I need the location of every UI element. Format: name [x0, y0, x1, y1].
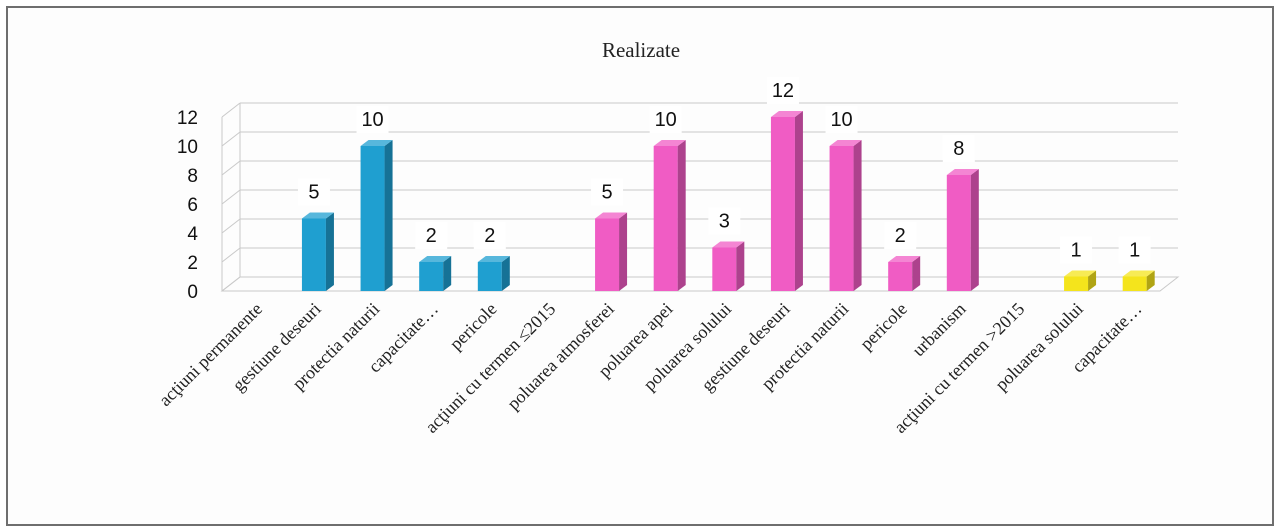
bar-side — [853, 140, 862, 291]
gridline-side — [221, 160, 241, 176]
x-tick-label: acţiuni permanente — [155, 299, 266, 410]
bar-top — [946, 169, 979, 175]
data-label: 8 — [953, 138, 964, 160]
data-label-bg — [415, 222, 448, 249]
y-tick-label: 0 — [187, 282, 198, 303]
data-label-bg — [356, 106, 389, 133]
gridline-side — [221, 131, 241, 147]
bar — [419, 262, 444, 291]
data-label: 10 — [830, 109, 852, 131]
data-label-bg — [942, 135, 975, 162]
data-label: 10 — [655, 109, 677, 131]
y-tick-label: 8 — [187, 166, 198, 187]
y-tick-label: 2 — [187, 253, 198, 274]
bar — [595, 218, 620, 291]
y-tick-label: 4 — [187, 224, 198, 245]
data-label: 5 — [602, 182, 613, 204]
bar-side — [970, 169, 979, 291]
data-label-bg — [1118, 236, 1151, 264]
data-label-bg — [708, 207, 741, 235]
bar — [1064, 276, 1089, 291]
bar-top — [770, 111, 803, 117]
data-label: 2 — [484, 225, 495, 247]
gridline-side — [221, 102, 241, 118]
data-label: 1 — [1129, 240, 1140, 262]
bar — [946, 175, 971, 291]
bar-side — [325, 212, 334, 291]
bar-top — [829, 140, 862, 146]
bar-side — [443, 256, 452, 291]
data-label: 2 — [426, 225, 437, 247]
bar — [712, 247, 737, 291]
bar-top — [1064, 270, 1097, 277]
bar-top — [1122, 270, 1155, 277]
data-label-bg — [825, 106, 858, 133]
bar-side — [619, 212, 628, 291]
bar-top — [653, 140, 686, 146]
data-label-bg — [297, 178, 330, 206]
data-label: 1 — [1071, 240, 1082, 262]
y-tick-label: 12 — [177, 108, 198, 129]
data-label-bg — [1060, 236, 1093, 264]
x-tick-label: poluarea atmosferei — [503, 299, 618, 414]
gridline-side — [221, 189, 241, 205]
bar — [477, 262, 502, 291]
bar-top — [712, 241, 745, 248]
bar-side — [912, 256, 921, 291]
data-label-bg — [649, 106, 682, 133]
x-tick-label: urbanism — [908, 299, 970, 361]
bar — [653, 146, 678, 291]
bar-top — [888, 256, 921, 262]
chart-title: Realizate — [602, 38, 680, 62]
bar-top — [360, 140, 393, 146]
data-label: 3 — [719, 211, 730, 233]
bar-top — [419, 256, 452, 262]
bar-side — [736, 241, 745, 291]
data-label-bg — [884, 222, 917, 249]
bar — [888, 262, 913, 291]
data-label-bg — [766, 77, 799, 104]
bar-side — [1088, 270, 1097, 291]
bar-side — [677, 140, 686, 291]
bar-side — [384, 140, 393, 291]
gridline-side — [221, 218, 241, 234]
data-label: 12 — [772, 80, 794, 102]
gridline-side — [221, 247, 241, 263]
data-label: 10 — [361, 109, 383, 131]
data-label-bg — [473, 222, 506, 249]
y-tick-label: 6 — [187, 195, 198, 216]
data-label-bg — [591, 178, 624, 206]
bar-top — [477, 256, 510, 262]
bar — [829, 146, 854, 291]
y-tick-label: 10 — [177, 137, 198, 158]
bar — [770, 117, 795, 291]
data-label: 5 — [308, 182, 319, 204]
bar — [1122, 276, 1147, 291]
bar — [301, 218, 326, 291]
data-label: 2 — [895, 225, 906, 247]
bar-side — [794, 111, 803, 291]
x-tick-label: pericole — [446, 299, 501, 354]
bar-side — [501, 256, 510, 291]
bar-top — [595, 212, 628, 219]
bar-top — [301, 212, 334, 219]
bar — [360, 146, 385, 291]
x-tick-label: pericole — [856, 299, 911, 354]
chart-frame — [6, 6, 1274, 526]
bar-side — [1146, 270, 1155, 291]
